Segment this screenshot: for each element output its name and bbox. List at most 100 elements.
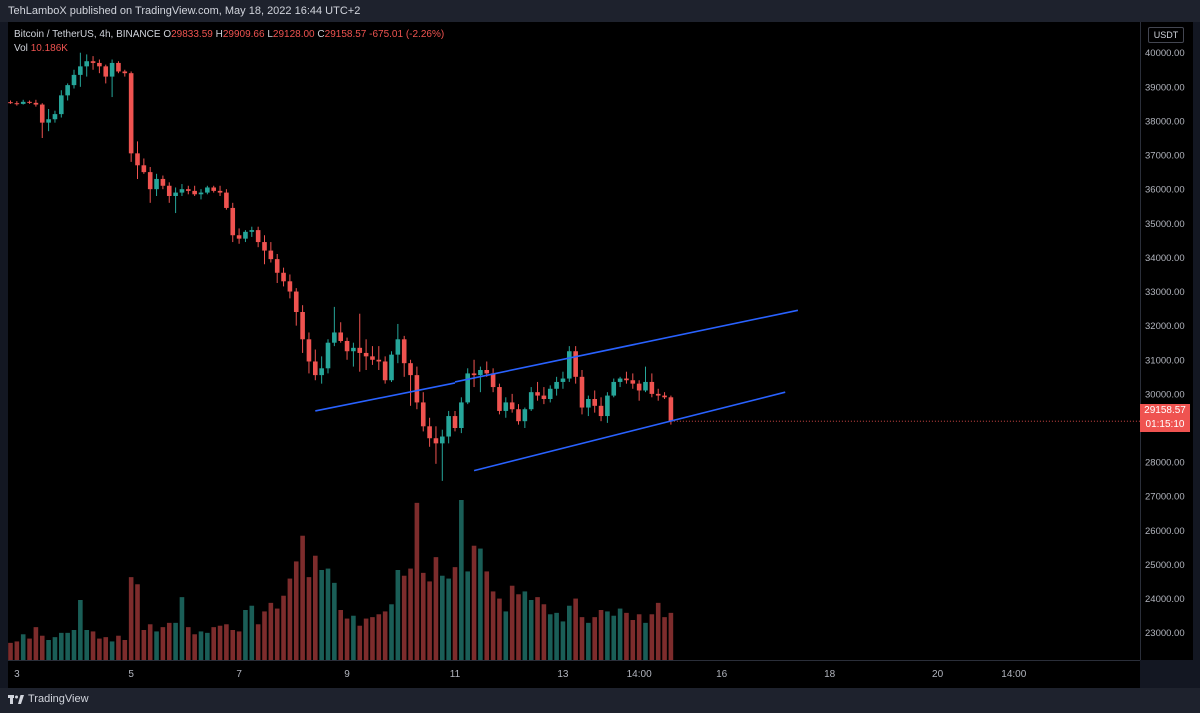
candle-body[interactable] <box>198 192 204 195</box>
candle-body[interactable] <box>319 368 324 376</box>
candle-body[interactable] <box>503 402 509 411</box>
candle-body[interactable] <box>33 102 39 105</box>
candle-body[interactable] <box>636 383 642 391</box>
candle-body[interactable] <box>103 66 109 77</box>
candle-body[interactable] <box>535 392 540 396</box>
currency-button[interactable]: USDT <box>1148 27 1184 43</box>
candle-body[interactable] <box>471 373 477 376</box>
chart-pane[interactable] <box>8 22 1140 660</box>
candle-body[interactable] <box>262 242 267 251</box>
candle-body[interactable] <box>592 399 597 406</box>
candle-body[interactable] <box>249 230 255 232</box>
candle-body[interactable] <box>71 74 77 86</box>
channel-lower-line[interactable] <box>473 391 786 472</box>
tradingview-logo[interactable]: TradingView <box>8 693 89 705</box>
candle-body[interactable] <box>230 207 236 236</box>
candle-body[interactable] <box>78 66 83 75</box>
candle-body[interactable] <box>586 399 591 408</box>
candle-body[interactable] <box>338 332 343 341</box>
candle-body[interactable] <box>217 190 223 193</box>
candle-body[interactable] <box>579 376 585 408</box>
candle-body[interactable] <box>617 378 623 382</box>
candle-body[interactable] <box>154 178 159 190</box>
candle-body[interactable] <box>560 378 566 382</box>
candle-body[interactable] <box>39 104 45 123</box>
candle-body[interactable] <box>128 73 134 154</box>
candle-body[interactable] <box>90 61 96 63</box>
candle-body[interactable] <box>166 185 172 196</box>
candle-body[interactable] <box>224 192 229 208</box>
candle-body[interactable] <box>668 397 674 422</box>
candle-body[interactable] <box>351 347 356 352</box>
candle-body[interactable] <box>20 101 26 104</box>
price-axis[interactable] <box>1140 22 1193 660</box>
candle-body[interactable] <box>643 381 648 391</box>
candle-body[interactable] <box>522 409 528 422</box>
candle-body[interactable] <box>268 250 274 260</box>
candle-body[interactable] <box>452 416 458 428</box>
candle-body[interactable] <box>325 342 331 369</box>
candle-body[interactable] <box>484 370 490 374</box>
candle-body[interactable] <box>459 402 464 428</box>
candle-body[interactable] <box>408 363 413 376</box>
candle-body[interactable] <box>236 235 242 239</box>
candle-body[interactable] <box>281 272 286 282</box>
candle-body[interactable] <box>192 190 197 195</box>
candle-body[interactable] <box>478 370 483 376</box>
candle-body[interactable] <box>440 436 445 444</box>
candle-body[interactable] <box>173 192 178 196</box>
candle-body[interactable] <box>573 351 578 377</box>
candle-body[interactable] <box>547 388 553 399</box>
candle-body[interactable] <box>332 332 337 343</box>
candle-body[interactable] <box>401 339 407 364</box>
candle-body[interactable] <box>433 438 439 444</box>
candle-body[interactable] <box>293 291 299 312</box>
candle-body[interactable] <box>376 359 382 362</box>
candle-body[interactable] <box>344 341 350 352</box>
candle-body[interactable] <box>8 102 13 104</box>
candle-body[interactable] <box>300 312 305 340</box>
candle-body[interactable] <box>109 62 115 77</box>
candle-body[interactable] <box>306 339 312 362</box>
candle-body[interactable] <box>427 426 432 439</box>
candle-body[interactable] <box>243 231 248 239</box>
candle-body[interactable] <box>414 375 420 403</box>
candle-body[interactable] <box>179 189 185 193</box>
candle-body[interactable] <box>605 395 610 417</box>
candle-body[interactable] <box>611 381 617 396</box>
candle-body[interactable] <box>490 373 496 388</box>
candle-body[interactable] <box>598 405 604 417</box>
candle-body[interactable] <box>662 395 667 398</box>
candle-body[interactable] <box>287 281 293 292</box>
symbol-label[interactable]: Bitcoin / TetherUS, 4h, BINANCE <box>14 29 161 40</box>
candle-body[interactable] <box>541 395 547 399</box>
candle-body[interactable] <box>27 101 32 103</box>
candle-body[interactable] <box>446 416 451 437</box>
candle-body[interactable] <box>389 354 394 381</box>
candle-body[interactable] <box>211 187 216 191</box>
candle-body[interactable] <box>46 119 51 123</box>
candle-body[interactable] <box>186 189 191 191</box>
candle-body[interactable] <box>97 62 102 67</box>
channel-lower-left-line[interactable] <box>315 382 456 412</box>
candle-body[interactable] <box>554 381 559 389</box>
candle-body[interactable] <box>141 165 147 173</box>
candle-body[interactable] <box>160 178 166 186</box>
candle-body[interactable] <box>205 187 210 193</box>
channel-upper-line[interactable] <box>454 309 799 383</box>
candle-body[interactable] <box>630 380 636 384</box>
candle-body[interactable] <box>84 61 89 67</box>
candle-body[interactable] <box>567 351 572 379</box>
candle-body[interactable] <box>357 347 363 353</box>
candle-body[interactable] <box>59 95 64 115</box>
candle-body[interactable] <box>370 356 375 360</box>
candle-body[interactable] <box>363 352 369 357</box>
time-axis[interactable] <box>8 660 1140 689</box>
candle-body[interactable] <box>255 230 261 243</box>
candle-body[interactable] <box>497 387 502 411</box>
candle-body[interactable] <box>624 378 629 381</box>
candle-body[interactable] <box>516 409 521 422</box>
candle-body[interactable] <box>382 361 388 381</box>
candle-body[interactable] <box>147 172 153 190</box>
